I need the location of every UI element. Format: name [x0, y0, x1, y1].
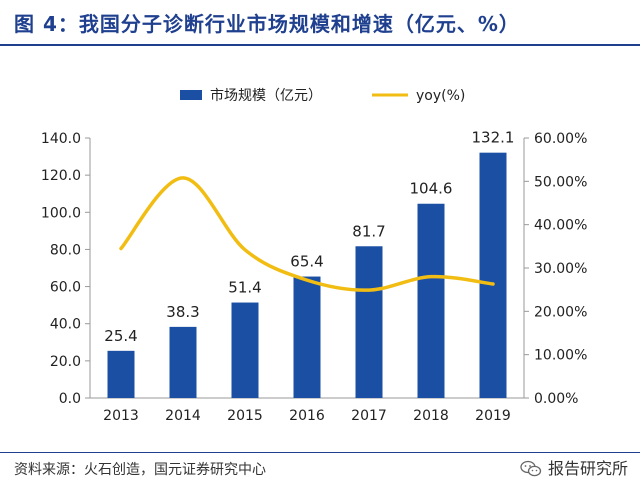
- x-tick-label: 2016: [289, 408, 325, 424]
- bars: [107, 152, 507, 398]
- data-labels: 25.4 38.3 51.4 65.4 81.7 104.6 132.1: [104, 129, 514, 345]
- title-rule: [0, 44, 640, 46]
- figure-title: 图 4：我国分子诊断行业市场规模和增速（亿元、%）: [14, 12, 520, 36]
- bar: [231, 302, 259, 398]
- x-tick-label: 2018: [413, 408, 449, 424]
- source-rule: [0, 452, 640, 453]
- right-tick-label: 20.00%: [534, 304, 587, 320]
- bar: [169, 326, 197, 398]
- right-tick-label: 10.00%: [534, 348, 587, 364]
- x-tick-label: 2019: [475, 408, 511, 424]
- x-tick-label: 2014: [165, 408, 201, 424]
- wechat-icon: [520, 460, 542, 477]
- x-tick-label: 2013: [103, 408, 139, 424]
- chart: 市场规模（亿元） yoy(%) 0.0 20.0 40.0 60.0 80.0 100.0…: [41, 87, 587, 424]
- legend-line-label: yoy(%): [416, 88, 465, 104]
- bar: [293, 276, 321, 398]
- legend-bar-swatch: [180, 90, 202, 100]
- data-label: 51.4: [228, 279, 261, 297]
- data-label: 81.7: [352, 222, 385, 240]
- x-tick-label: 2015: [227, 408, 263, 424]
- right-tick-label: 60.00%: [534, 131, 587, 147]
- left-tick-label: 60.0: [50, 280, 81, 296]
- yoy-line: [119, 176, 495, 292]
- data-label: 132.1: [472, 129, 515, 147]
- data-label: 38.3: [166, 303, 199, 321]
- right-tick-label: 50.00%: [534, 174, 587, 190]
- right-tick-label: 30.00%: [534, 261, 587, 277]
- left-tick-label: 100.0: [41, 205, 81, 221]
- left-tick-label: 140.0: [41, 131, 81, 147]
- data-label: 25.4: [104, 327, 137, 345]
- left-tick-label: 20.0: [50, 354, 81, 370]
- data-label: 65.4: [290, 253, 323, 271]
- watermark: 报告研究所: [520, 456, 628, 482]
- x-tick-label: 2017: [351, 408, 387, 424]
- left-tick-label: 80.0: [50, 242, 81, 258]
- right-tick-label: 0.00%: [534, 391, 578, 407]
- bar: [107, 350, 135, 398]
- yoy-line-layer: [119, 176, 495, 292]
- left-tick-label: 0.0: [59, 391, 81, 407]
- watermark-text: 报告研究所: [547, 459, 628, 478]
- legend-bar-label: 市场规模（亿元）: [210, 87, 322, 104]
- source-note: 资料来源：火石创造，国元证券研究中心: [14, 462, 266, 478]
- left-tick-label: 120.0: [41, 168, 81, 184]
- data-label: 104.6: [410, 180, 453, 198]
- bar: [355, 246, 383, 398]
- bar: [479, 152, 507, 398]
- axes: 0.0 20.0 40.0 60.0 80.0 100.0 120.0 140.0 0.00% 1…: [41, 131, 587, 424]
- bar: [417, 203, 445, 398]
- right-tick-label: 40.00%: [534, 218, 587, 234]
- left-tick-label: 40.0: [50, 317, 81, 333]
- legend: 市场规模（亿元） yoy(%): [180, 87, 465, 104]
